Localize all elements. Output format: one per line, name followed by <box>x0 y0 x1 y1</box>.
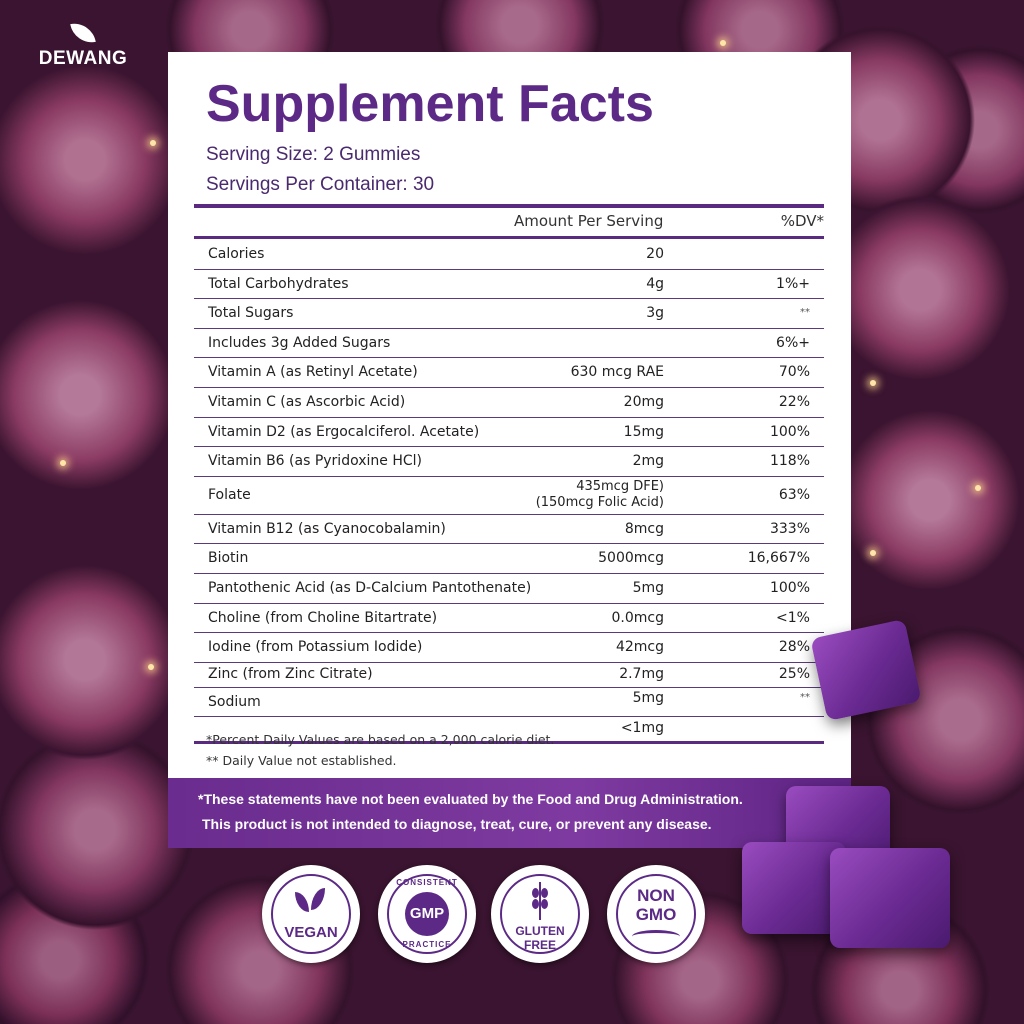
facts-table: Calories 20 Total Carbohydrates 4g 1%+ Tota… <box>194 240 824 745</box>
table-row: Vitamin C (as Ascorbic Acid) 20mg 22% <box>194 388 824 418</box>
gmp-badge: CONSISTENT GMP PRACTICE <box>378 865 476 963</box>
gluten-free-badge: GLUTEN FREE <box>491 865 589 963</box>
sparkle <box>60 460 66 466</box>
table-row: Total Sugars 3g ** <box>194 299 824 329</box>
serving-size: Serving Size: 2 Gummies <box>206 144 421 165</box>
table-row: Includes 3g Added Sugars 6%+ <box>194 329 824 359</box>
table-row: Vitamin A (as Retinyl Acetate) 630 mcg RA… <box>194 358 824 388</box>
sparkle <box>975 485 981 491</box>
vegan-label: VEGAN <box>284 924 338 941</box>
supplement-facts-panel: Supplement Facts Serving Size: 2 Gummies… <box>168 52 851 778</box>
brand-name: DEWANG <box>38 48 128 69</box>
divider-thick <box>194 204 824 208</box>
disclaimer-line-1: *These statements have not been evaluate… <box>198 791 743 807</box>
sparkle <box>870 380 876 386</box>
sparkle <box>148 664 154 670</box>
disclaimer-line-2: This product is not intended to diagnose… <box>202 816 712 832</box>
wave-icon <box>632 930 680 943</box>
gmo-label: GMO <box>635 905 677 924</box>
sparkle <box>720 40 726 46</box>
table-row: Vitamin B6 (as Pyridoxine HCl) 2mg 118% <box>194 447 824 477</box>
table-row: Sodium 5mg ** <box>194 688 824 718</box>
table-row: <1mg <box>194 717 824 745</box>
free-label: FREE <box>523 938 556 952</box>
table-row: Vitamin B12 (as Cyanocobalamin) 8mcg 333% <box>194 515 824 545</box>
leaf-icon <box>70 20 96 46</box>
table-row: Total Carbohydrates 4g 1%+ <box>194 270 824 300</box>
table-row: Calories 20 <box>194 240 824 270</box>
table-row: Pantothenic Acid (as D-Calcium Pantothen… <box>194 574 824 604</box>
gummy-cube <box>830 848 950 948</box>
table-row: Biotin 5000mcg 16,667% <box>194 544 824 574</box>
non-label: NON <box>637 886 675 905</box>
header-dv: %DV* <box>780 212 824 230</box>
gmp-top-text: CONSISTENT <box>396 878 458 887</box>
footnote-dv: *Percent Daily Values are based on a 2,0… <box>206 732 555 747</box>
page-title: Supplement Facts <box>206 75 654 133</box>
table-row: Folate 435mcg DFE) (150mcg Folic Acid) 63% <box>194 477 824 515</box>
table-row: Vitamin D2 (as Ergocalciferol. Acetate) 1… <box>194 418 824 448</box>
fda-disclaimer: *These statements have not been evaluate… <box>168 778 851 848</box>
gmp-bottom-text: PRACTICE <box>402 940 452 949</box>
footnote-not-established: ** Daily Value not established. <box>206 753 397 768</box>
table-row: Zinc (from Zinc Citrate) 2.7mg 25% <box>194 663 824 688</box>
header-amount: Amount Per Serving <box>514 212 664 230</box>
sparkle <box>870 550 876 556</box>
divider-thick <box>194 236 824 239</box>
gummy-cube <box>742 842 846 934</box>
sparkle <box>150 140 156 146</box>
non-gmo-badge: NON GMO <box>607 865 705 963</box>
gluten-label: GLUTEN <box>515 924 565 938</box>
leaves-icon <box>295 886 327 916</box>
brand-logo: DEWANG <box>28 20 138 70</box>
table-row: Iodine (from Potassium Iodide) 42mcg 28% <box>194 633 824 663</box>
servings-per-container: Servings Per Container: 30 <box>206 174 435 195</box>
gmp-label: GMP <box>405 892 449 936</box>
table-row: Choline (from Choline Bitartrate) 0.0mcg <… <box>194 604 824 634</box>
vegan-badge: VEGAN <box>262 865 360 963</box>
wheat-icon <box>532 882 548 920</box>
table-header: Amount Per Serving %DV* <box>194 212 824 236</box>
